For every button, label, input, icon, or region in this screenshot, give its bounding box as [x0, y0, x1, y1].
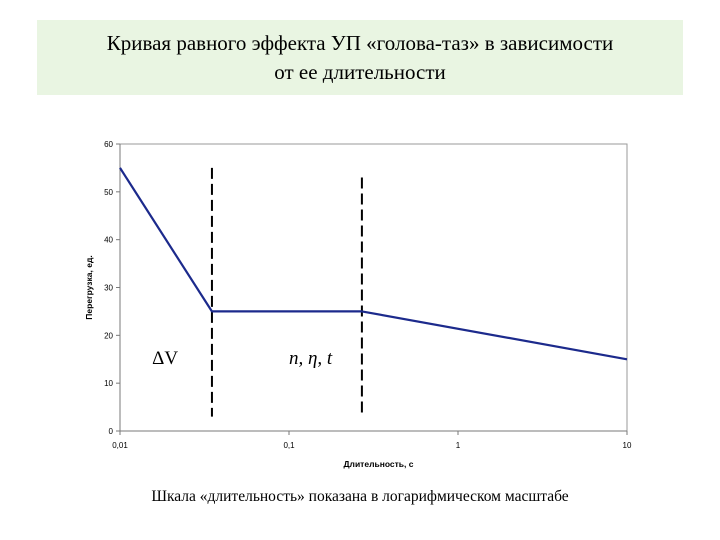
y-tick-label: 20 [104, 331, 113, 340]
x-tick-label: 10 [623, 441, 632, 450]
x-tick-label: 0,01 [112, 441, 128, 450]
chart-annotation: ΔV [152, 348, 178, 369]
slide-title-line-2: от ее длительности [274, 59, 446, 84]
series-line [119, 167, 628, 361]
chart-annotation: n, η, t [289, 348, 333, 369]
x-axis-label: Длительность, с [344, 459, 414, 469]
y-tick-label: 10 [104, 379, 113, 388]
y-tick-label: 40 [104, 236, 113, 245]
slide-title-line-1: Кривая равного эффекта УП «голова-таз» в… [106, 30, 614, 55]
y-tick-label: 0 [109, 427, 114, 436]
y-tick-label: 50 [104, 188, 113, 197]
x-tick-label: 0,1 [283, 441, 295, 450]
x-tick-label: 1 [456, 441, 461, 450]
y-tick-label: 60 [104, 140, 113, 149]
title-banner: Кривая равного эффекта УП «голова-таз» в… [37, 20, 683, 95]
y-tick-label: 30 [104, 284, 113, 293]
y-axis-label: Перегрузка, ед. [84, 255, 94, 319]
chart-caption: Шкала «длительность» показана в логарифм… [151, 488, 569, 505]
